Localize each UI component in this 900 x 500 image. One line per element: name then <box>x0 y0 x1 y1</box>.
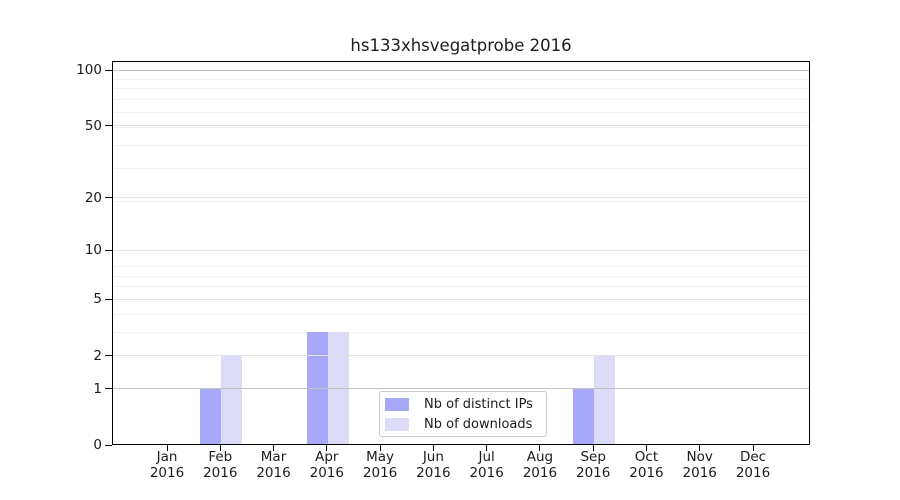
gridline-minor <box>113 265 809 267</box>
x-tick-mark-jun <box>432 445 434 451</box>
x-tick-year: 2016 <box>522 464 558 481</box>
bar-sep-distinct-ips <box>573 388 595 445</box>
y-tick-mark-1 <box>105 388 112 390</box>
x-tick-year: 2016 <box>416 464 451 481</box>
y-tick-mark-10 <box>105 249 112 251</box>
gridline-5 <box>113 298 809 300</box>
x-tick-label-nov: Nov 2016 <box>668 449 732 481</box>
x-tick-mark-apr <box>326 445 328 451</box>
x-tick-mark-jan <box>166 445 168 451</box>
gridline-minor <box>113 286 809 288</box>
x-tick-month: Aug <box>526 449 554 465</box>
gridline-20 <box>113 197 809 199</box>
y-tick-mark-2 <box>105 355 112 357</box>
x-tick-year: 2016 <box>362 464 398 481</box>
y-tick-mark-50 <box>105 125 112 127</box>
x-tick-label-sep: Sep 2016 <box>561 449 625 481</box>
y-tick-label-1: 1 <box>93 380 102 397</box>
x-tick-label-oct: Oct 2016 <box>614 449 678 481</box>
x-tick-year: 2016 <box>203 464 238 481</box>
chart-title: hs133xhsvegatprobe 2016 <box>350 36 572 55</box>
x-tick-month: Apr <box>315 449 339 465</box>
y-tick-label-20: 20 <box>84 189 102 206</box>
x-tick-month: Sep <box>580 449 606 465</box>
y-tick-mark-5 <box>105 298 112 300</box>
x-tick-mark-jul <box>486 445 488 451</box>
x-tick-mark-feb <box>219 445 221 451</box>
x-tick-month: Oct <box>634 449 659 465</box>
x-tick-mark-oct <box>645 445 647 451</box>
gridline-minor <box>113 78 809 80</box>
gridline-100 <box>113 69 809 71</box>
x-tick-month: Jun <box>422 449 444 465</box>
x-tick-year: 2016 <box>309 464 344 481</box>
x-tick-label-dec: Dec 2016 <box>721 449 785 481</box>
x-tick-year: 2016 <box>149 464 185 481</box>
y-tick-mark-0 <box>105 444 112 446</box>
x-tick-label-aug: Aug 2016 <box>508 449 572 481</box>
y-tick-label-2: 2 <box>93 347 102 364</box>
x-tick-month: Jul <box>478 449 495 465</box>
x-tick-year: 2016 <box>629 464 664 481</box>
legend-label-distinct-ips: Nb of distinct IPs <box>424 396 533 412</box>
x-tick-mark-mar <box>273 445 275 451</box>
gridline-minor <box>113 99 809 101</box>
legend-item-distinct-ips: Nb of distinct IPs <box>385 394 546 414</box>
gridline-2 <box>113 355 809 357</box>
gridline-10 <box>113 249 809 251</box>
bar-sep-downloads <box>594 355 616 445</box>
legend-swatch-distinct-ips <box>385 397 409 411</box>
x-tick-month: Jan <box>156 449 178 465</box>
bar-feb-downloads <box>221 355 243 445</box>
x-tick-label-feb: Feb 2016 <box>188 449 252 481</box>
legend-label-downloads: Nb of downloads <box>424 416 533 432</box>
legend-swatch-downloads <box>385 417 409 431</box>
y-tick-mark-100 <box>105 69 112 71</box>
x-tick-month: Dec <box>739 449 767 465</box>
gridline-50 <box>113 125 809 127</box>
x-tick-mark-aug <box>539 445 541 451</box>
bar-feb-distinct-ips <box>200 388 222 445</box>
y-tick-label-100: 100 <box>76 62 102 78</box>
gridline-minor <box>113 126 809 128</box>
x-tick-mark-sep <box>592 445 594 451</box>
x-tick-year: 2016 <box>575 464 611 481</box>
y-tick-mark-20 <box>105 197 112 199</box>
y-tick-label-0: 0 <box>93 437 102 453</box>
legend: Nb of distinct IPs Nb of downloads <box>379 391 547 437</box>
x-tick-year: 2016 <box>682 464 717 481</box>
x-tick-mark-dec <box>752 445 754 451</box>
gridline-minor <box>113 168 809 170</box>
x-tick-year: 2016 <box>256 464 291 481</box>
gridline-minor <box>113 144 809 146</box>
x-tick-label-mar: Mar 2016 <box>242 449 306 481</box>
y-tick-label-5: 5 <box>93 291 102 308</box>
x-tick-month: Mar <box>260 449 287 465</box>
x-tick-mark-nov <box>699 445 701 451</box>
x-tick-label-may: May 2016 <box>348 449 412 481</box>
gridline-minor <box>113 88 809 90</box>
x-tick-label-jan: Jan 2016 <box>135 449 199 481</box>
x-tick-month: Nov <box>686 449 713 465</box>
gridline-minor <box>113 331 809 333</box>
x-tick-month: Feb <box>208 449 233 465</box>
gridline-1 <box>113 388 809 390</box>
gridline-minor <box>113 313 809 315</box>
x-tick-year: 2016 <box>469 464 504 481</box>
x-tick-label-jun: Jun 2016 <box>401 449 465 481</box>
gridline-minor <box>113 111 809 113</box>
plot-border <box>112 61 810 445</box>
x-tick-label-jul: Jul 2016 <box>455 449 519 481</box>
x-tick-mark-may <box>379 445 381 451</box>
x-tick-month: May <box>366 449 395 465</box>
y-tick-label-10: 10 <box>84 242 102 259</box>
x-tick-year: 2016 <box>735 464 771 481</box>
y-tick-label-50: 50 <box>84 117 102 134</box>
gridline-minor <box>113 201 809 203</box>
legend-item-downloads: Nb of downloads <box>385 414 546 434</box>
x-tick-label-apr: Apr 2016 <box>295 449 359 481</box>
gridline-minor <box>113 275 809 277</box>
